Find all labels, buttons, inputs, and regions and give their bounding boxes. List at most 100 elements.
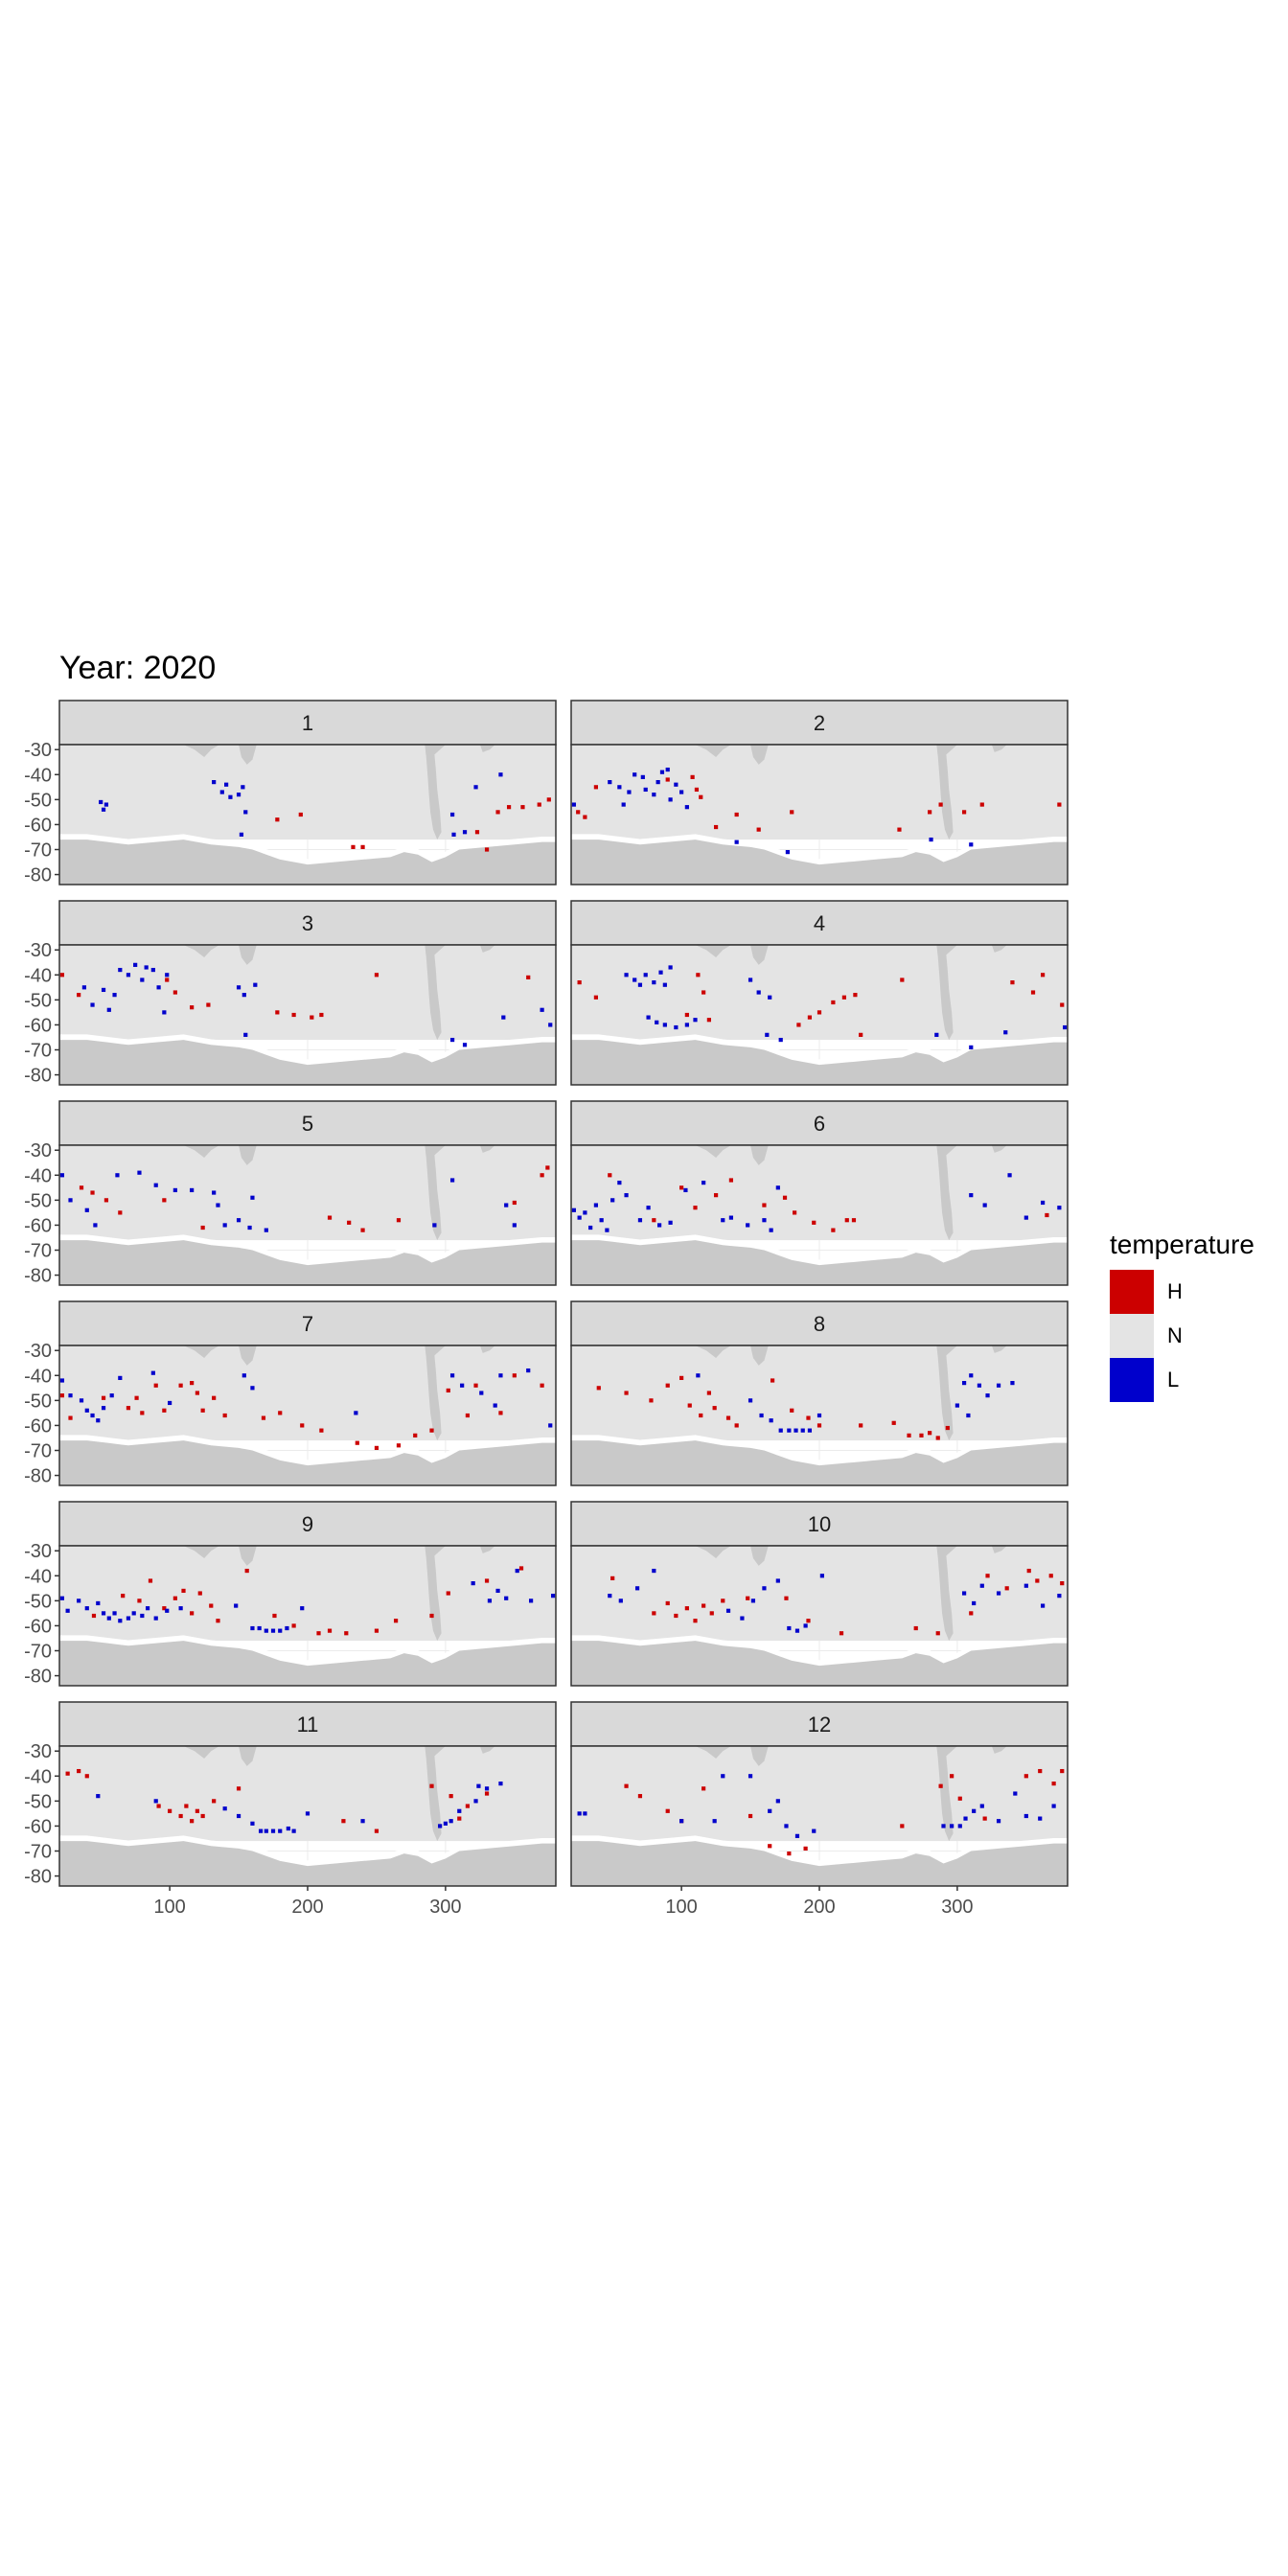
anomaly-cell-low: [1051, 1804, 1056, 1808]
anomaly-cell-high: [546, 797, 551, 802]
anomaly-cell-low: [740, 1616, 745, 1621]
anomaly-cell-low: [941, 1824, 946, 1828]
anomaly-cell-high: [593, 995, 598, 1000]
anomaly-cell-high: [473, 1383, 478, 1388]
anomaly-cell-low: [979, 1583, 984, 1588]
anomaly-cell-high: [374, 973, 380, 978]
anomaly-cell-low: [222, 1223, 227, 1228]
anomaly-cell-low: [652, 980, 656, 985]
y-axis-tick-label: -60: [24, 1215, 52, 1236]
anomaly-cell-low: [684, 805, 689, 810]
anomaly-cell-low: [190, 1187, 195, 1193]
anomaly-cell-high: [577, 980, 582, 985]
anomaly-cell-high: [919, 1433, 924, 1438]
anomaly-cell-high: [684, 1012, 689, 1018]
y-axis-tick-label: -80: [24, 1667, 52, 1688]
anomaly-cell-high: [816, 1423, 822, 1428]
antarctic-landmass: [571, 1040, 1068, 1085]
anomaly-cell-low: [432, 1223, 437, 1228]
anomaly-cell-high: [839, 1631, 844, 1636]
anomaly-cell-high: [197, 1591, 202, 1596]
anomaly-cell-low: [451, 832, 456, 837]
facet-strip-label: 8: [814, 1312, 825, 1336]
landmass: [239, 1746, 257, 1766]
anomaly-cell-low: [1007, 1173, 1012, 1178]
anomaly-cell-high: [1051, 1782, 1056, 1786]
anomaly-cell-high: [652, 1218, 656, 1223]
anomaly-cell-high: [236, 1786, 242, 1791]
anomaly-cell-high: [1026, 1568, 1031, 1574]
anomaly-cell-low: [504, 1203, 509, 1208]
x-axis-tick-label: 200: [803, 1897, 835, 1918]
anomaly-cell-low: [473, 785, 478, 790]
anomaly-cell-high: [200, 1225, 205, 1230]
anomaly-cell-low: [624, 1193, 629, 1198]
anomaly-cell-low: [972, 1808, 977, 1813]
anomaly-cell-low: [734, 840, 739, 844]
anomaly-cell-high: [945, 1425, 950, 1431]
facet-panel: 3 -30 -40 -50 -60 -70 -80: [24, 900, 557, 1087]
landmass: [750, 745, 769, 765]
anomaly-cell-high: [195, 1391, 199, 1395]
legend-key-n: [1110, 1314, 1154, 1358]
anomaly-cell-low: [101, 1611, 106, 1616]
anomaly-cell-high: [699, 794, 703, 799]
anomaly-cell-low: [618, 1598, 623, 1603]
anomaly-cell-low: [270, 1828, 276, 1833]
anomaly-cell-high: [172, 990, 177, 995]
antarctic-landmass: [571, 1841, 1068, 1886]
anomaly-cell-high: [162, 1198, 167, 1203]
anomaly-cell-low: [270, 1628, 276, 1633]
anomaly-cell-high: [807, 1015, 813, 1020]
anomaly-cell-high: [576, 810, 581, 815]
anomaly-cell-low: [1038, 1816, 1043, 1821]
anomaly-cell-low: [101, 1406, 106, 1411]
facet-strip-label: 9: [302, 1512, 313, 1536]
anomaly-cell-low: [655, 1020, 659, 1024]
landmass: [183, 1346, 219, 1359]
landmass: [991, 945, 1007, 953]
anomaly-cell-low: [1057, 1594, 1062, 1598]
anomaly-cell-low: [721, 1774, 725, 1779]
anomaly-cell-low: [278, 1828, 283, 1833]
anomaly-cell-low: [929, 837, 933, 842]
anomaly-cell-low: [219, 790, 224, 794]
anomaly-cell-high: [907, 1433, 911, 1438]
anomaly-cell-low: [81, 985, 86, 990]
anomaly-cell-high: [897, 827, 902, 832]
ocean-area: [59, 1546, 556, 1642]
anomaly-cell-high: [506, 805, 512, 810]
anomaly-cell-high: [495, 810, 500, 815]
anomaly-cell-low: [250, 1625, 255, 1631]
anomaly-cell-low: [133, 962, 138, 967]
anomaly-cell-low: [668, 797, 673, 802]
anomaly-cell-high: [190, 1005, 195, 1010]
landmass: [695, 745, 731, 758]
anomaly-cell-low: [476, 1783, 481, 1788]
anomaly-cell-high: [484, 847, 490, 852]
landmass: [479, 1145, 495, 1153]
anomaly-cell-low: [144, 965, 149, 970]
y-axis-tick-label: -50: [24, 790, 52, 811]
anomaly-cell-high: [319, 1428, 324, 1433]
anomaly-cell-low: [748, 978, 753, 982]
anomaly-cell-high: [816, 1010, 822, 1015]
y-axis-tick-label: -40: [24, 1766, 52, 1787]
anomaly-cell-high: [298, 812, 303, 817]
anomaly-cell-high: [706, 1018, 711, 1023]
anomaly-cell-high: [768, 1844, 772, 1849]
anomaly-cell-low: [109, 1393, 114, 1398]
legend-label: N: [1167, 1323, 1183, 1347]
anomaly-cell-high: [1030, 990, 1036, 995]
anomaly-cell-high: [212, 1395, 217, 1400]
anomaly-cell-low: [449, 1373, 455, 1378]
anomaly-cell-high: [272, 1613, 277, 1619]
anomaly-cell-low: [84, 1606, 89, 1611]
landmass: [991, 745, 1007, 752]
panel-border: [58, 1144, 557, 1286]
anomaly-cell-low: [264, 1828, 268, 1833]
anomaly-cell-high: [806, 1415, 811, 1420]
y-axis-tick-label: -50: [24, 990, 52, 1011]
anomaly-cell-low: [593, 1203, 598, 1208]
anomaly-cell-low: [65, 1608, 70, 1613]
